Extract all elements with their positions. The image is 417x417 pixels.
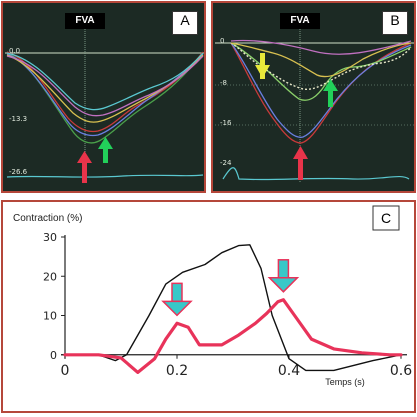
x-tick-label: 0 xyxy=(61,363,70,379)
contraction-chart-panel: 0 10 20 30 0 0.2 0.4 0.6 Contraction (%) Temps (s… xyxy=(1,200,416,413)
panel-b-tick-3: -24 xyxy=(220,159,232,167)
panel-b-ecg-trace xyxy=(222,167,410,181)
series-line-red xyxy=(63,298,403,374)
green-arrow xyxy=(98,137,113,163)
panel-a-header: FVA xyxy=(65,13,105,29)
panel-c-label: C xyxy=(381,210,391,226)
panel-b-tick-2: -16 xyxy=(220,119,232,127)
panel-a-label: A xyxy=(172,11,198,35)
x-tick-label: 0.6 xyxy=(390,363,412,379)
panel-b-trace-magenta xyxy=(230,39,412,55)
y-tick-label: 10 xyxy=(43,310,57,323)
panel-b-label: B xyxy=(382,11,408,35)
y-tick-label: 30 xyxy=(43,231,57,244)
red-arrow xyxy=(293,146,308,180)
panel-a-tick-0: 0.0 xyxy=(9,47,21,55)
y-tick-label: 0 xyxy=(50,349,57,362)
green-arrow xyxy=(323,79,338,107)
panel-a-trace-red xyxy=(6,51,204,133)
contraction-chart: 0 10 20 30 0 0.2 0.4 0.6 Contraction (%) Temps (s… xyxy=(13,205,412,387)
y-axis-label: Contraction (%) xyxy=(13,213,82,224)
down-arrow-annotation xyxy=(161,282,193,317)
x-tick-label: 0.2 xyxy=(166,363,188,379)
panel-a-ecg-trace xyxy=(6,174,204,178)
panel-a-trace-magenta xyxy=(6,55,204,117)
echo-panel-a: FVA A 0.0 -13.3 -26.6 xyxy=(1,1,206,193)
panel-b-header: FVA xyxy=(280,13,320,29)
y-tick-label: 20 xyxy=(43,270,57,283)
x-tick-label: 0.4 xyxy=(278,363,300,379)
echo-panel-b: FVA B 0 -8 -16 -24 xyxy=(211,1,416,193)
panel-b-trace-blue xyxy=(230,42,412,138)
panel-b-tick-1: -8 xyxy=(220,79,227,87)
panel-b-tick-0: 0 xyxy=(220,37,225,45)
panel-a-tick-2: -26.6 xyxy=(9,168,28,176)
panel-a-tick-1: -13.3 xyxy=(9,115,28,123)
down-arrow-annotation xyxy=(267,259,300,293)
x-axis-label: Temps (s) xyxy=(325,377,365,387)
panel-a-trace-cyan xyxy=(6,52,204,111)
panel-c-label-box xyxy=(372,205,400,231)
panel-a-traces xyxy=(5,5,204,191)
yellow-arrow xyxy=(255,53,270,79)
panel-b-trace-green xyxy=(230,42,412,101)
red-arrow xyxy=(77,151,92,183)
panel-b-trace-dotted xyxy=(230,42,412,91)
panel-b-trace-yellow xyxy=(230,42,412,78)
series-line-black xyxy=(64,244,402,372)
panel-b-traces xyxy=(215,5,414,191)
